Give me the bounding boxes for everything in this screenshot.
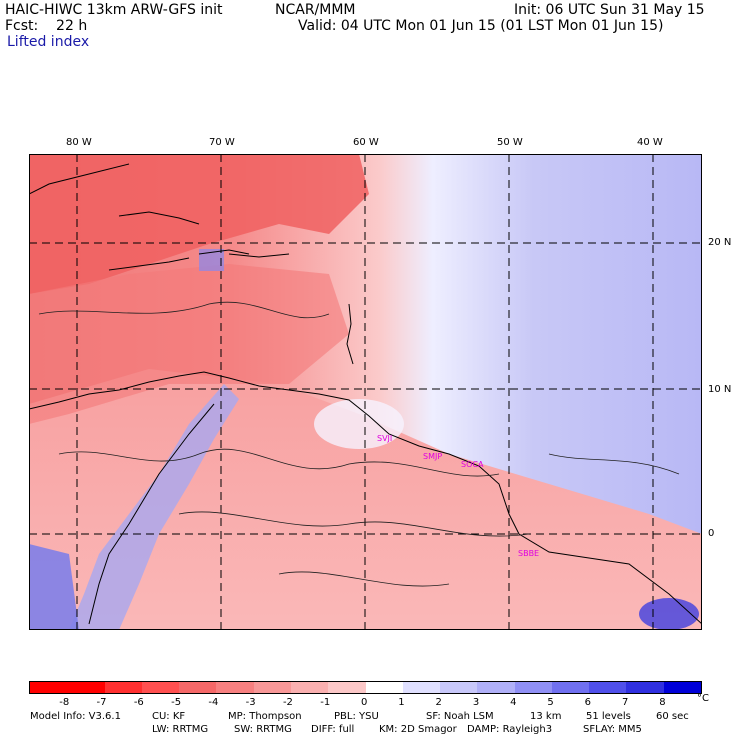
lon-label-50w: 50 W xyxy=(497,137,523,148)
colorbar-cell xyxy=(663,682,702,693)
footer-item: CU: KF xyxy=(152,711,186,722)
colorbar-label: -5 xyxy=(171,697,182,708)
colorbar-cell xyxy=(141,682,180,693)
footer-item: DIFF: full xyxy=(311,724,355,735)
colorbar-label: 7 xyxy=(621,697,629,708)
lat-label-0: 0 xyxy=(708,528,715,539)
forecast-hour: Fcst: 22 h xyxy=(5,18,88,34)
colorbar xyxy=(29,681,702,694)
footer-item: 60 sec xyxy=(656,711,689,722)
station-svji: SVJI xyxy=(377,434,392,443)
colorbar-label: -8 xyxy=(59,697,70,708)
colorbar-cell xyxy=(216,682,255,693)
colorbar-label: -7 xyxy=(96,697,107,708)
footer-item: PBL: YSU xyxy=(334,711,379,722)
colorbar-cell xyxy=(253,682,292,693)
colorbar-cell xyxy=(365,682,404,693)
colorbar-cell xyxy=(589,682,627,693)
field-amazon-white xyxy=(314,399,404,449)
footer-item: LW: RRTMG xyxy=(152,724,209,735)
colorbar-cell xyxy=(328,682,366,693)
footer-item: SF: Noah LSM xyxy=(426,711,494,722)
init-time: Init: 06 UTC Sun 31 May 15 xyxy=(514,2,705,18)
field-se-blue xyxy=(639,598,699,630)
map-frame xyxy=(29,154,702,630)
colorbar-cell xyxy=(290,682,329,693)
model-title: HAIC-HIWC 13km ARW-GFS init xyxy=(5,2,223,18)
colorbar-cell xyxy=(551,682,590,693)
footer-item: Model Info: V3.6.1 xyxy=(30,711,121,722)
colorbar-cell xyxy=(179,682,217,693)
lon-label-70w: 70 W xyxy=(209,137,235,148)
colorbar-label: 8 xyxy=(659,697,666,708)
footer-item: DAMP: Rayleigh3 xyxy=(467,724,553,735)
colorbar-unit: °C xyxy=(697,693,709,704)
colorbar-label: -1 xyxy=(320,697,331,708)
colorbar-label: 0 xyxy=(361,697,368,708)
valid-time: Valid: 04 UTC Mon 01 Jun 15 (01 LST Mon … xyxy=(298,18,664,34)
station-soca: SOCA xyxy=(461,460,484,469)
footer-item: SFLAY: MM5 xyxy=(583,724,642,735)
colorbar-label: 4 xyxy=(510,697,517,708)
colorbar-cell xyxy=(67,682,106,693)
colorbar-cell xyxy=(440,682,478,693)
footer-item: 51 levels xyxy=(586,711,631,722)
station-sbbe: SBBE xyxy=(518,549,539,558)
colorbar-label: 2 xyxy=(435,697,442,708)
contours xyxy=(38,301,680,587)
field-pacific-blue xyxy=(29,544,79,630)
footer-item: 13 km xyxy=(530,711,562,722)
colorbar-cell xyxy=(104,682,143,693)
colorbar-cell xyxy=(477,682,516,693)
colorbar-cell xyxy=(30,682,68,693)
colorbar-label: -3 xyxy=(245,697,256,708)
colorbar-label: 6 xyxy=(584,697,592,708)
coastlines xyxy=(29,163,702,625)
lat-label-20n: 20 N xyxy=(708,237,732,248)
colorbar-cell xyxy=(402,682,441,693)
lon-label-60w: 60 W xyxy=(353,137,379,148)
grid-lines xyxy=(29,154,702,630)
colorbar-label: -4 xyxy=(208,697,219,708)
field-caribbean-mid xyxy=(29,264,349,424)
field-name: Lifted index xyxy=(7,34,90,50)
footer-item: MP: Thompson xyxy=(228,711,302,722)
colorbar-label: 3 xyxy=(472,697,480,708)
colorbar-label: 5 xyxy=(547,697,554,708)
lon-label-40w: 40 W xyxy=(637,137,663,148)
field-andes-blue xyxy=(69,384,239,630)
station-smjp: SMJP xyxy=(423,452,442,461)
footer-item: KM: 2D Smagor xyxy=(379,724,457,735)
lifted-index-map: SVJI SMJP SOCA SBBE xyxy=(29,154,702,630)
colorbar-label: -2 xyxy=(282,697,293,708)
lat-label-10n: 10 N xyxy=(708,384,732,395)
field-hispaniola-blue xyxy=(199,249,224,271)
colorbar-label: -6 xyxy=(133,697,144,708)
colorbar-cell xyxy=(626,682,665,693)
org-label: NCAR/MMM xyxy=(275,2,356,18)
colorbar-label: 1 xyxy=(398,697,405,708)
colorbar-cell xyxy=(514,682,553,693)
footer-item: SW: RRTMG xyxy=(234,724,292,735)
lon-label-80w: 80 W xyxy=(66,137,92,148)
